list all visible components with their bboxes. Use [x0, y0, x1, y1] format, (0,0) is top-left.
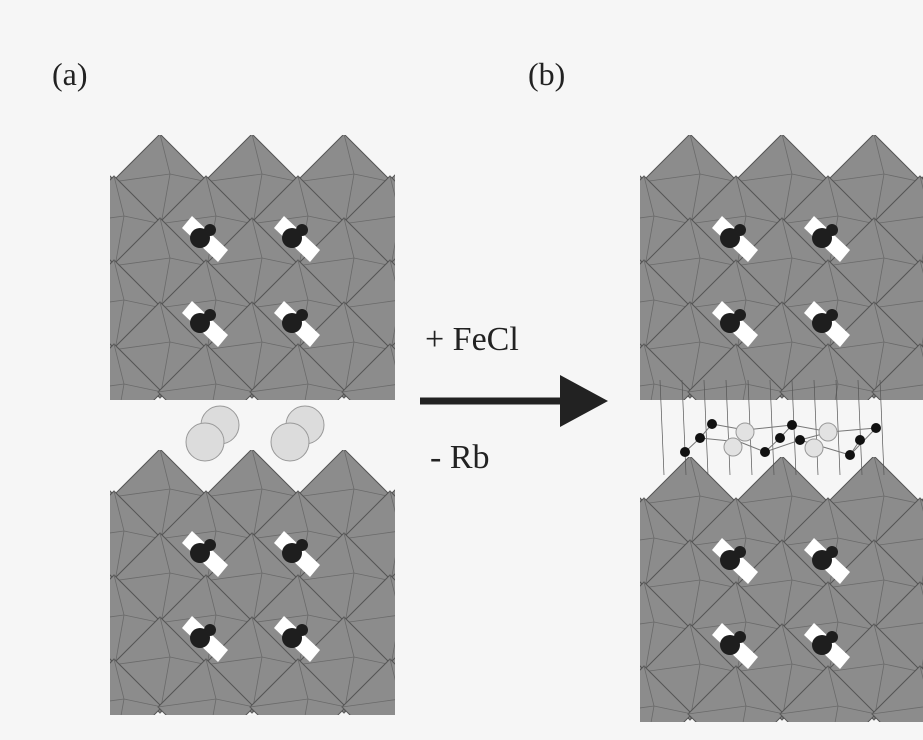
atom — [734, 546, 746, 558]
cl-atom — [787, 420, 797, 430]
atom — [296, 624, 308, 636]
panel-label: (b) — [528, 56, 565, 92]
cl-atom — [680, 447, 690, 457]
cl-atom — [760, 447, 770, 457]
atom — [204, 624, 216, 636]
fe-atom — [819, 423, 837, 441]
atom — [826, 631, 838, 643]
fe-atom — [805, 439, 823, 457]
atom — [826, 224, 838, 236]
rb-atom — [271, 423, 309, 461]
removed-species: - Rb — [430, 439, 490, 476]
atom — [826, 309, 838, 321]
cl-atom — [775, 433, 785, 443]
panel-label: (a) — [52, 56, 88, 92]
cl-atom — [707, 419, 717, 429]
atom — [734, 224, 746, 236]
fe-atom — [724, 438, 742, 456]
atom — [204, 309, 216, 321]
rb-atom — [186, 423, 224, 461]
cl-atom — [845, 450, 855, 460]
atom — [734, 631, 746, 643]
atom — [296, 224, 308, 236]
atom — [826, 546, 838, 558]
cl-atom — [871, 423, 881, 433]
cl-atom — [695, 433, 705, 443]
atom — [204, 224, 216, 236]
fe-atom — [736, 423, 754, 441]
atom — [734, 309, 746, 321]
cl-atom — [795, 435, 805, 445]
figure: (a) (b) + FeCl - Rb — [0, 0, 923, 740]
atom — [296, 539, 308, 551]
added-species: + FeCl — [425, 321, 519, 358]
atom — [296, 309, 308, 321]
atom — [204, 539, 216, 551]
cl-atom — [855, 435, 865, 445]
